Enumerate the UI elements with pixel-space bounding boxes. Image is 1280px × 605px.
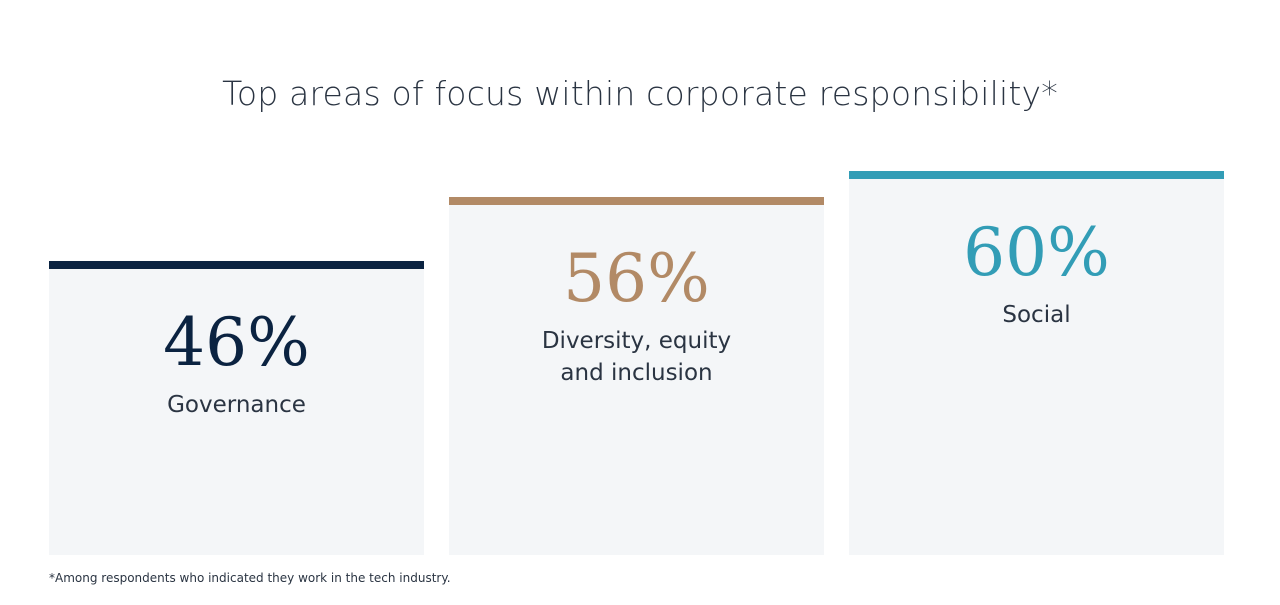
category-label: Diversity, equity and inclusion [541, 327, 732, 386]
value-label: 56% [563, 239, 710, 317]
bar: 56% Diversity, equity and inclusion [449, 196, 824, 555]
footnote: *Among respondents who indicated they wo… [49, 571, 451, 585]
category-label: Governance [167, 391, 306, 418]
chart-title: Top areas of focus within corporate resp… [222, 74, 1058, 113]
category-label: Social [1002, 302, 1071, 328]
bar: 60% Social [849, 171, 1224, 555]
bar: 46% Governance [49, 260, 424, 555]
value-label: 46% [163, 303, 310, 381]
value-label: 60% [963, 214, 1110, 291]
